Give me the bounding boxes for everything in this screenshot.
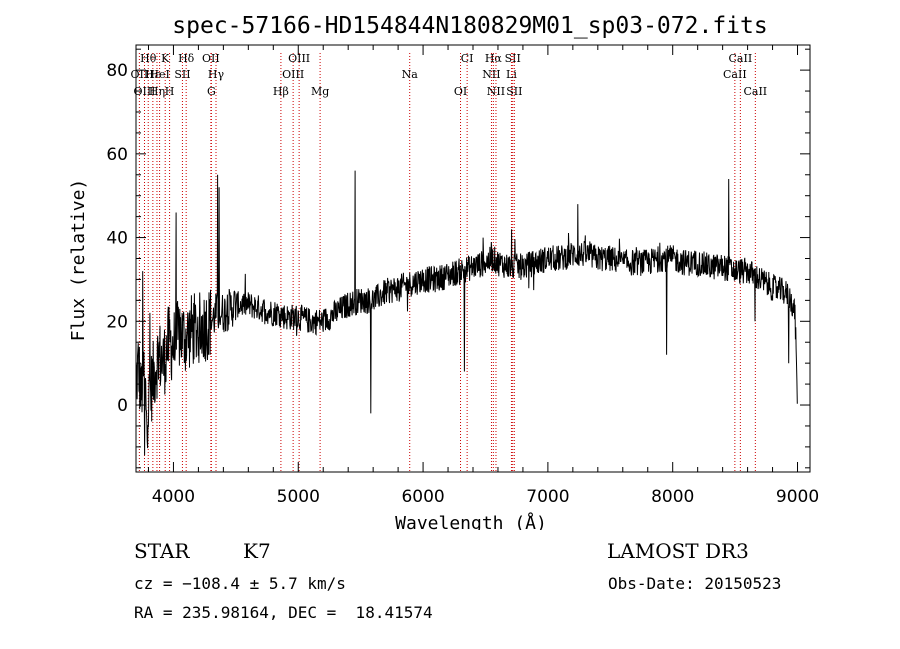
redshift-value: cz = −108.4 ± 5.7 km/s: [134, 574, 346, 593]
line-marker-label: SII: [505, 52, 521, 65]
line-marker-label: Mg: [311, 85, 329, 98]
x-tick-label: 5000: [277, 487, 320, 507]
line-marker-label: SII: [506, 85, 522, 98]
line-marker-label: CaII: [743, 85, 767, 98]
line-marker-label: G: [207, 85, 216, 98]
line-marker-label: K: [161, 52, 170, 65]
line-marker-label: OI: [454, 85, 467, 98]
y-tick-label: 0: [117, 396, 128, 416]
x-tick-label: 4000: [152, 487, 195, 507]
line-marker-label: OII: [202, 52, 220, 65]
spectrum-line: [135, 170, 798, 456]
observation-date: Obs-Date: 20150523: [608, 574, 782, 593]
line-marker-label: NII: [487, 85, 505, 98]
line-marker-label: Hη: [149, 85, 165, 98]
line-marker-label: Hθ: [140, 52, 157, 65]
line-marker-label: CaII: [723, 68, 747, 81]
object-class: STAR: [134, 539, 190, 563]
line-marker-label: Li: [506, 68, 517, 81]
axis-ticks: 4000 5000 6000 7000 8000 9000 0 20 40 60 80: [106, 45, 819, 507]
line-marker-label: CI: [461, 52, 474, 65]
line-marker-label: Na: [402, 68, 419, 81]
spectrum-series: [135, 170, 798, 456]
line-marker-label: OIII: [288, 52, 310, 65]
object-subclass: K7: [243, 539, 271, 563]
line-marker-label: Hα: [485, 52, 503, 65]
x-axis-label: Wavelength (Å): [395, 512, 547, 530]
line-marker-label: H: [165, 85, 175, 98]
x-tick-label: 6000: [401, 487, 444, 507]
sky-coordinates: RA = 235.98164, DEC = 18.41574: [134, 603, 433, 622]
line-marker-label: HeI: [149, 68, 169, 81]
line-marker-label: SII: [174, 68, 190, 81]
x-tick-label: 7000: [526, 487, 569, 507]
y-tick-label: 60: [106, 145, 128, 165]
line-marker-label: Hγ: [208, 68, 225, 81]
line-marker-label: OIII: [133, 85, 155, 98]
line-marker-label: OIII: [282, 68, 304, 81]
line-marker-label: OII: [131, 68, 149, 81]
y-axis-label: Flux (relative): [68, 179, 89, 342]
y-tick-label: 80: [106, 61, 128, 81]
y-tick-label: 20: [106, 312, 128, 332]
x-tick-label: 8000: [651, 487, 694, 507]
line-marker-label: CaII: [729, 52, 753, 65]
line-marker-label: Hδ: [178, 52, 195, 65]
spectrum-plot: spec-57166-HD154844N180829M01_sp03-072.f…: [68, 13, 819, 530]
line-marker-label: Hβ: [273, 85, 289, 98]
line-marker-label: NII: [482, 68, 500, 81]
y-tick-label: 40: [106, 229, 128, 249]
x-tick-label: 9000: [776, 487, 819, 507]
chart-title: spec-57166-HD154844N180829M01_sp03-072.f…: [172, 13, 767, 39]
survey-release: LAMOST DR3: [607, 539, 749, 563]
